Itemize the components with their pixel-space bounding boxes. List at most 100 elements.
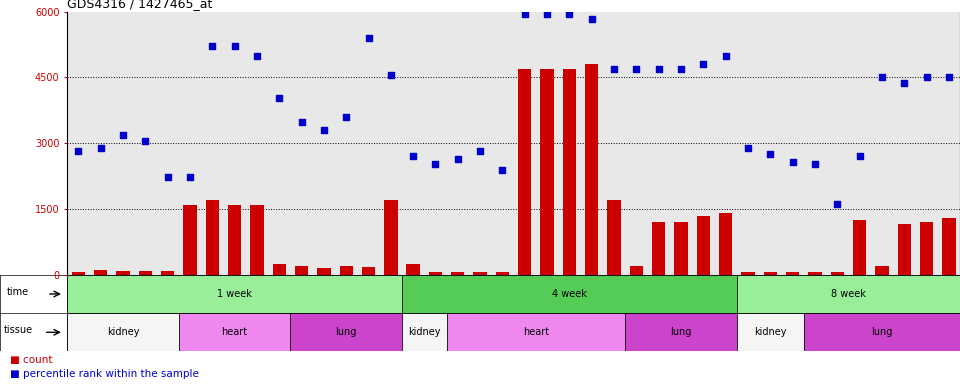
Point	[316, 127, 331, 133]
Bar	[830, 272, 844, 275]
Text: time: time	[7, 287, 29, 297]
Bar	[228, 205, 241, 275]
Bar	[94, 270, 108, 275]
Point	[494, 166, 510, 172]
Bar	[402, 275, 737, 313]
Point	[115, 132, 131, 138]
Bar	[625, 313, 737, 351]
Text: lung: lung	[871, 327, 893, 337]
Point	[517, 11, 533, 17]
Text: lung: lung	[335, 327, 357, 337]
Bar	[406, 264, 420, 275]
Point	[472, 148, 488, 154]
Text: 4 week: 4 week	[552, 289, 587, 299]
Text: lung: lung	[670, 327, 692, 337]
Point	[562, 11, 577, 17]
Text: kidney: kidney	[107, 327, 139, 337]
Bar	[451, 272, 465, 275]
Bar	[446, 313, 625, 351]
Bar	[737, 275, 960, 313]
Bar	[473, 272, 487, 275]
Point	[361, 35, 376, 41]
Point	[875, 74, 890, 80]
Text: kidney: kidney	[754, 327, 786, 337]
Text: 8 week: 8 week	[831, 289, 866, 299]
Bar	[741, 272, 755, 275]
Text: GDS4316 / 1427465_at: GDS4316 / 1427465_at	[67, 0, 212, 10]
Bar	[920, 222, 933, 275]
Point	[785, 159, 801, 165]
Point	[71, 148, 86, 154]
Text: kidney: kidney	[408, 327, 441, 337]
Bar	[608, 200, 621, 275]
Bar	[808, 272, 822, 275]
Point	[227, 43, 242, 49]
Point	[740, 146, 756, 152]
Point	[829, 201, 845, 207]
Point	[673, 66, 688, 73]
Bar	[362, 267, 375, 275]
Bar	[763, 272, 777, 275]
Bar	[295, 266, 308, 275]
Point	[629, 66, 644, 73]
Bar	[251, 205, 264, 275]
Bar	[697, 215, 710, 275]
Text: heart: heart	[222, 327, 248, 337]
Bar	[719, 214, 732, 275]
Text: ■ count: ■ count	[10, 355, 52, 365]
Bar	[317, 268, 330, 275]
Point	[897, 79, 912, 86]
Point	[540, 11, 555, 17]
Text: heart: heart	[523, 327, 549, 337]
Point	[696, 61, 711, 67]
Bar	[429, 272, 443, 275]
Point	[852, 153, 867, 159]
Bar	[942, 218, 955, 275]
Point	[250, 53, 265, 60]
Bar	[384, 200, 397, 275]
Bar	[290, 313, 402, 351]
Bar	[876, 266, 889, 275]
Bar	[273, 264, 286, 275]
Point	[428, 161, 444, 167]
Bar	[67, 313, 179, 351]
Bar	[804, 313, 960, 351]
Point	[182, 174, 198, 180]
Point	[383, 72, 398, 78]
Bar	[402, 313, 446, 351]
Point	[762, 151, 778, 157]
Bar	[585, 64, 598, 275]
Bar	[630, 266, 643, 275]
Point	[941, 74, 956, 80]
Point	[93, 146, 108, 152]
Point	[204, 43, 220, 49]
Point	[450, 156, 466, 162]
Point	[807, 161, 823, 167]
Bar	[652, 222, 665, 275]
Bar	[563, 69, 576, 275]
Bar	[179, 313, 290, 351]
Bar	[786, 272, 800, 275]
Point	[584, 17, 599, 23]
Bar	[116, 271, 130, 275]
Bar	[205, 200, 219, 275]
Bar	[852, 220, 866, 275]
Bar	[183, 205, 197, 275]
Point	[405, 153, 420, 159]
Bar	[737, 313, 804, 351]
Point	[137, 137, 153, 144]
Bar	[340, 266, 353, 275]
Text: 1 week: 1 week	[217, 289, 252, 299]
Point	[651, 66, 666, 73]
Bar	[495, 272, 509, 275]
Point	[294, 119, 309, 125]
Bar	[540, 69, 554, 275]
Point	[160, 174, 176, 180]
Point	[919, 74, 934, 80]
Bar	[161, 271, 175, 275]
Point	[718, 53, 733, 60]
Bar	[72, 272, 85, 275]
Bar	[138, 271, 152, 275]
Bar	[674, 222, 687, 275]
Point	[272, 95, 287, 101]
